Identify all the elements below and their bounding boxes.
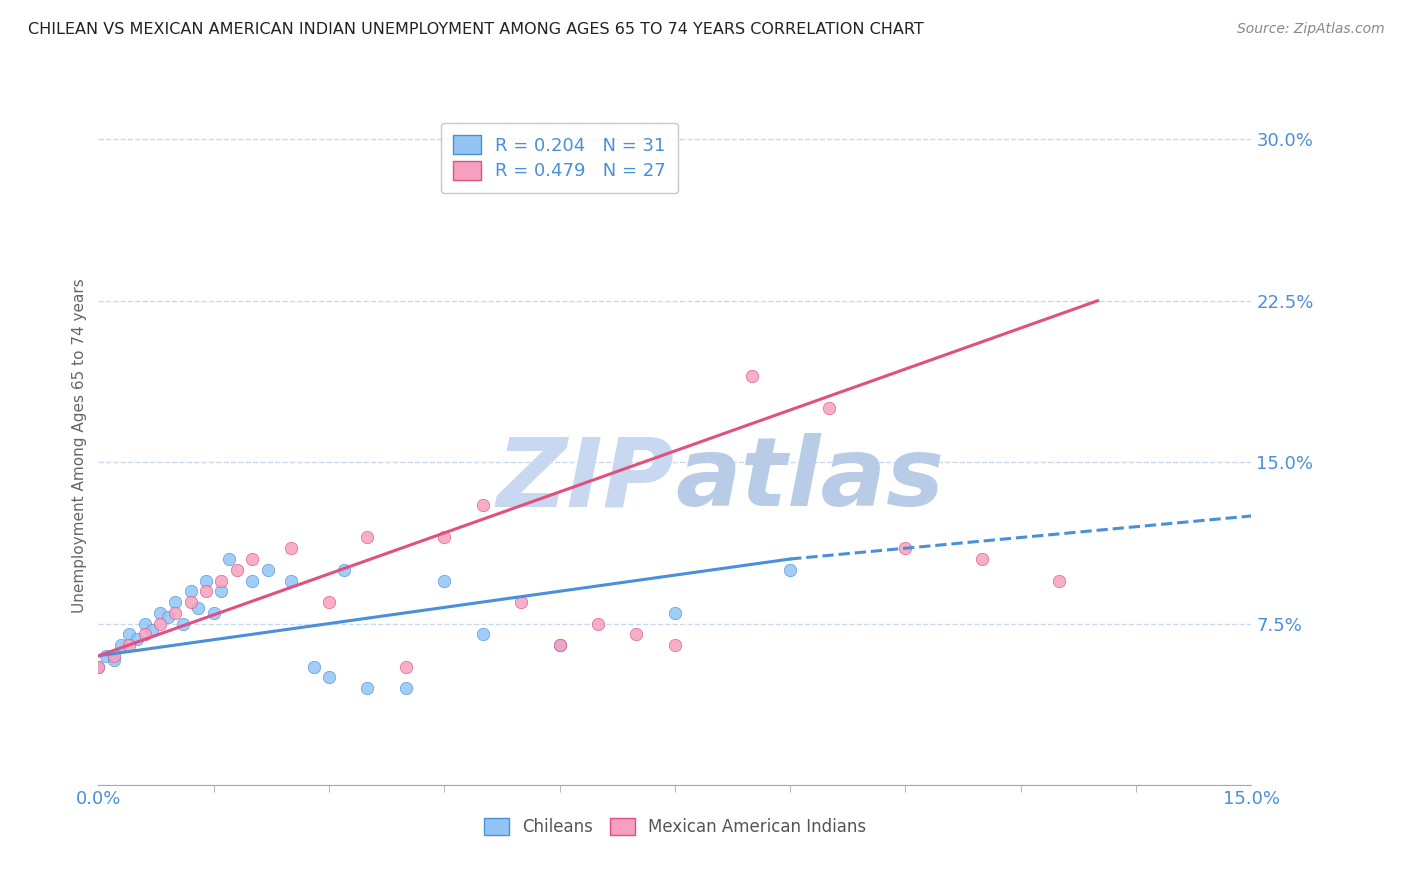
- Point: [94, 648, 117, 663]
- Point: [87, 659, 110, 673]
- Point: [333, 563, 356, 577]
- Point: [103, 653, 125, 667]
- Point: [433, 574, 456, 588]
- Point: [280, 541, 302, 556]
- Point: [741, 369, 763, 384]
- Point: [256, 563, 278, 577]
- Point: [318, 595, 340, 609]
- Point: [395, 659, 418, 673]
- Point: [664, 606, 686, 620]
- Point: [395, 681, 418, 695]
- Point: [894, 541, 917, 556]
- Point: [172, 616, 194, 631]
- Point: [302, 659, 325, 673]
- Point: [180, 584, 202, 599]
- Y-axis label: Unemployment Among Ages 65 to 74 years: Unemployment Among Ages 65 to 74 years: [72, 278, 87, 614]
- Point: [187, 601, 209, 615]
- Point: [817, 401, 839, 416]
- Text: atlas: atlas: [675, 434, 943, 526]
- Point: [156, 610, 179, 624]
- Point: [125, 632, 148, 646]
- Point: [209, 584, 232, 599]
- Point: [195, 574, 218, 588]
- Point: [103, 648, 125, 663]
- Point: [134, 616, 156, 631]
- Point: [218, 552, 240, 566]
- Point: [779, 563, 801, 577]
- Point: [548, 638, 571, 652]
- Point: [240, 574, 263, 588]
- Point: [548, 638, 571, 652]
- Point: [318, 670, 340, 684]
- Point: [134, 627, 156, 641]
- Point: [180, 595, 202, 609]
- Point: [433, 531, 456, 545]
- Point: [118, 638, 141, 652]
- Text: CHILEAN VS MEXICAN AMERICAN INDIAN UNEMPLOYMENT AMONG AGES 65 TO 74 YEARS CORREL: CHILEAN VS MEXICAN AMERICAN INDIAN UNEMP…: [28, 22, 924, 37]
- Point: [149, 616, 172, 631]
- Point: [87, 659, 110, 673]
- Legend: Chileans, Mexican American Indians: Chileans, Mexican American Indians: [475, 810, 875, 845]
- Point: [240, 552, 263, 566]
- Point: [149, 606, 172, 620]
- Point: [972, 552, 994, 566]
- Point: [225, 563, 247, 577]
- Point: [626, 627, 648, 641]
- Point: [195, 584, 218, 599]
- Point: [141, 623, 163, 637]
- Text: Source: ZipAtlas.com: Source: ZipAtlas.com: [1237, 22, 1385, 37]
- Point: [165, 606, 187, 620]
- Point: [510, 595, 533, 609]
- Point: [471, 498, 494, 512]
- Point: [356, 681, 378, 695]
- Point: [664, 638, 686, 652]
- Point: [202, 606, 225, 620]
- Point: [1047, 574, 1070, 588]
- Point: [118, 627, 141, 641]
- Point: [165, 595, 187, 609]
- Point: [110, 638, 132, 652]
- Text: ZIP: ZIP: [496, 434, 675, 526]
- Point: [471, 627, 494, 641]
- Point: [209, 574, 232, 588]
- Point: [280, 574, 302, 588]
- Point: [356, 531, 378, 545]
- Point: [586, 616, 609, 631]
